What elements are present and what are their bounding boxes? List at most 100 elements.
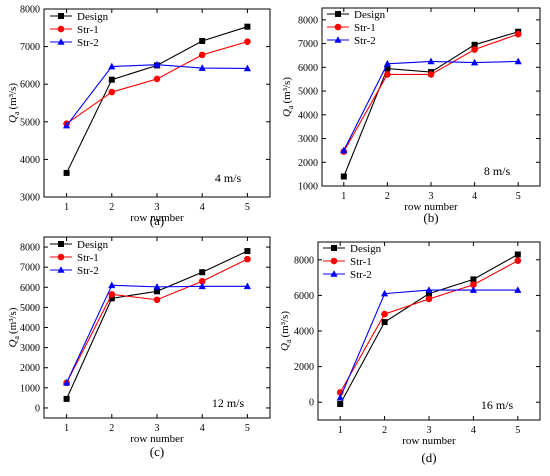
y-tick-label: 1000: [20, 383, 40, 394]
y-tick-label: 4000: [294, 327, 314, 338]
x-tick-label: 2: [109, 202, 114, 213]
legend-label: Str-2: [77, 37, 99, 49]
data-point: [340, 146, 348, 154]
y-axis-label-main: Q: [7, 115, 19, 123]
data-point: [471, 58, 479, 66]
data-point: [153, 296, 161, 304]
chart-panel: 0 2000 4000 6000 8000 1 2 3 4 5 row number Qa(m³/s)…: [279, 241, 541, 465]
legend-marker: [57, 25, 65, 33]
y-axis-label: Qa(m³/s): [7, 83, 21, 123]
y-tick-label: 0: [309, 398, 314, 409]
y-tick-label: 5000: [20, 117, 40, 128]
y-tick-label: 2000: [20, 363, 40, 374]
x-tick-label: 2: [385, 191, 390, 202]
x-tick-label: 3: [155, 202, 160, 213]
data-point: [244, 248, 251, 255]
x-axis-label: row number: [404, 201, 458, 213]
y-tick-label: 6000: [20, 80, 40, 91]
speed-annotation: 12 m/s: [212, 396, 245, 410]
data-point: [108, 295, 115, 302]
y-tick-label: 0: [35, 403, 40, 414]
x-tick-label: 4: [472, 191, 477, 202]
data-point: [243, 282, 251, 290]
speed-annotation: 4 m/s: [215, 171, 242, 185]
legend-marker: [57, 253, 65, 261]
y-axis-label-unit: (m³/s): [7, 307, 19, 334]
data-point: [383, 59, 391, 67]
data-point: [470, 276, 477, 283]
data-point: [198, 282, 206, 290]
y-tick-label: 5000: [20, 303, 40, 314]
y-tick-label: 8000: [20, 5, 40, 16]
y-tick-label: 6000: [20, 283, 40, 294]
data-point: [514, 286, 522, 293]
series-line: [339, 289, 518, 398]
data-point: [153, 75, 161, 83]
x-tick-label: 1: [64, 202, 69, 213]
y-axis-label-unit: (m³/s): [279, 311, 291, 338]
y-axis-label-sub: a: [12, 336, 21, 340]
data-point: [381, 289, 389, 297]
data-point: [108, 88, 116, 96]
y-tick-label: 3000: [20, 343, 40, 354]
legend-marker: [58, 13, 64, 19]
data-point: [514, 30, 522, 38]
chart-panel: 0 1000 2000 3000 4000 5000 6000 7000 8000 1 2 3 4 5 ro…: [7, 236, 271, 459]
series-line: [343, 31, 519, 177]
data-point: [63, 169, 70, 176]
y-tick-label: 3000: [298, 134, 318, 145]
legend-label: Str-1: [354, 22, 376, 34]
legend-marker: [58, 241, 64, 247]
data-point: [514, 251, 521, 258]
data-point: [244, 23, 251, 30]
x-tick-label: 2: [109, 423, 114, 434]
y-tick-label: 8000: [298, 15, 318, 26]
data-point: [514, 257, 522, 264]
y-axis-label-sub: a: [284, 339, 293, 343]
data-point: [198, 64, 206, 71]
x-axis-label: row number: [130, 433, 184, 445]
legend-label: Design: [350, 243, 382, 255]
data-point: [153, 283, 161, 290]
y-axis-label-unit: (m³/s): [7, 83, 19, 110]
y-axis-label-sub: a: [286, 105, 295, 109]
data-point: [198, 277, 206, 285]
y-tick-label: 7000: [20, 42, 40, 53]
legend-marker: [57, 266, 65, 273]
y-axis-label-unit: (m³/s): [281, 77, 293, 104]
series-line: [66, 258, 248, 384]
legend-label: Str-2: [354, 35, 376, 47]
data-point: [154, 288, 160, 295]
y-axis-label-main: Q: [281, 109, 293, 117]
data-point: [470, 281, 477, 289]
y-tick-label: 6000: [298, 63, 318, 74]
x-tick-label: 3: [427, 425, 432, 436]
data-point: [425, 295, 433, 303]
data-point: [63, 379, 71, 386]
series-line: [343, 33, 519, 152]
data-point: [381, 319, 388, 326]
series-line: [66, 41, 248, 125]
y-tick-label: 4000: [20, 155, 40, 166]
data-point: [336, 393, 344, 401]
speed-annotation: 16 m/s: [481, 398, 514, 412]
data-point: [199, 269, 206, 276]
data-point: [244, 38, 251, 46]
y-tick-label: 5000: [298, 87, 318, 98]
x-tick-label: 5: [515, 425, 520, 436]
legend-marker: [334, 23, 342, 31]
y-axis-label: Qa(m³/s): [279, 311, 293, 351]
y-axis-label: Qa(m³/s): [281, 77, 295, 117]
panel-label: (a): [150, 213, 164, 228]
legend-label: Design: [77, 239, 109, 251]
data-point: [426, 290, 432, 297]
panel-label: (c): [150, 444, 164, 459]
data-point: [471, 41, 478, 48]
x-tick-label: 5: [245, 423, 250, 434]
y-tick-label: 6000: [294, 291, 314, 302]
x-tick-label: 2: [382, 425, 387, 436]
x-tick-label: 5: [245, 202, 250, 213]
y-axis-label-sub: a: [12, 111, 21, 115]
data-point: [384, 71, 391, 78]
